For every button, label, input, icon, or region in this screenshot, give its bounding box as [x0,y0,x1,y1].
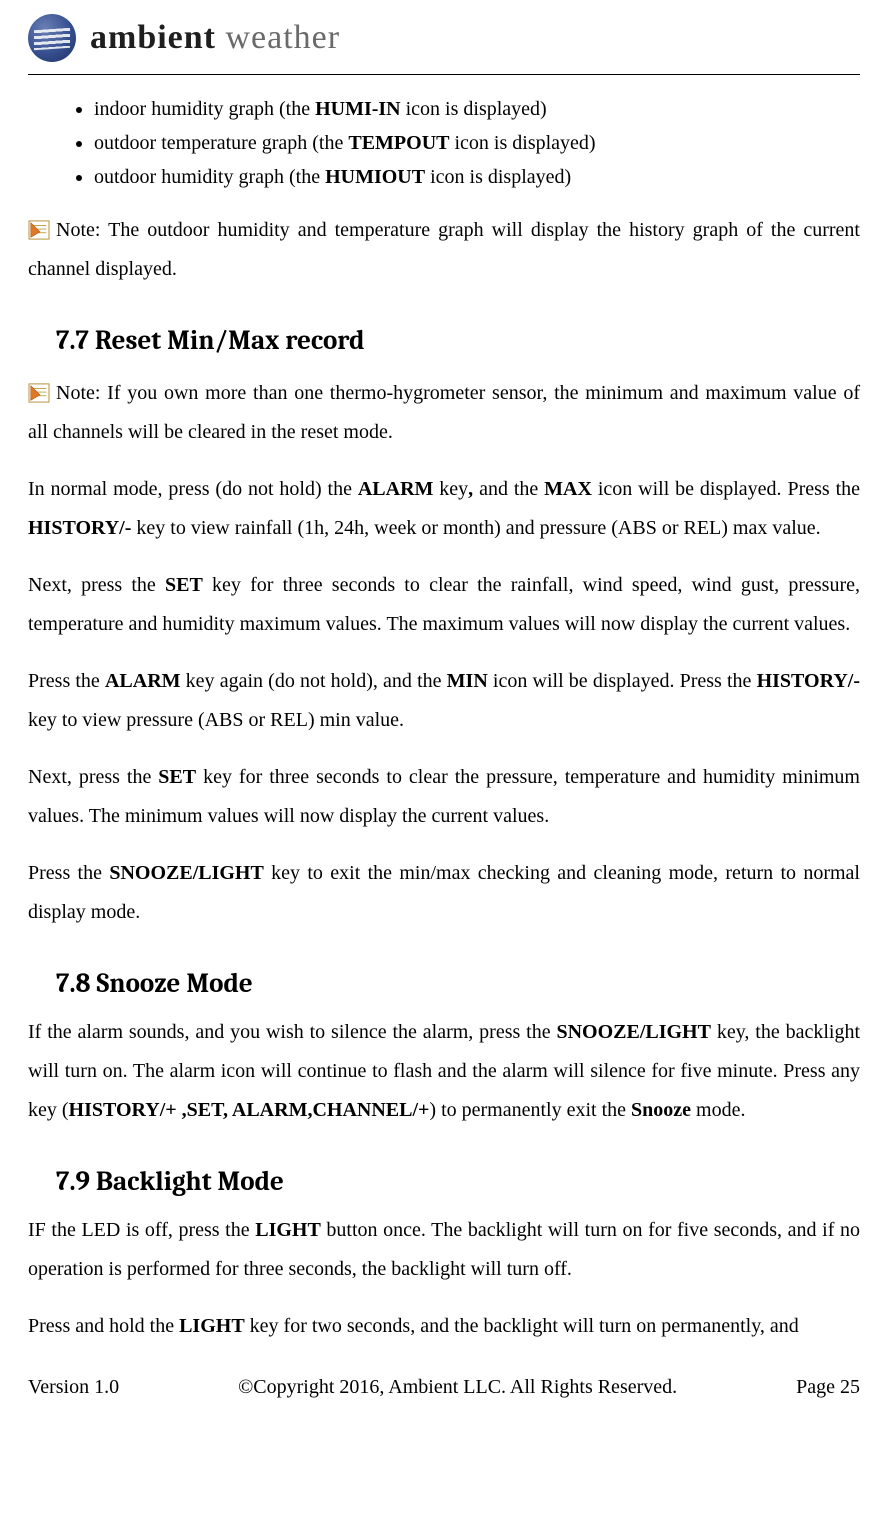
text: icon is displayed) [425,166,571,188]
text: icon is displayed) [449,132,595,154]
bold-text: MAX [544,478,592,500]
list-item: outdoor humidity graph (the HUMIOUT icon… [94,161,860,193]
bold-text: LIGHT [179,1315,245,1337]
body-paragraph: Press the SNOOZE/LIGHT key to exit the m… [28,854,860,932]
body-paragraph: Next, press the SET key for three second… [28,758,860,836]
page-num: 25 [840,1376,860,1398]
text: icon will be displayed. Press the [488,670,757,692]
text: and the [473,478,544,500]
list-item: outdoor temperature graph (the TEMPOUT i… [94,127,860,159]
section-heading-7-7: 7.7 Reset Min/Max record [28,325,860,356]
section-heading-7-8: 7.8 Snooze Mode [28,968,860,999]
version-text: Version 1.0 [28,1376,119,1399]
text: If the alarm sounds, and you wish to sil… [28,1021,556,1043]
text: outdoor temperature graph (the [94,132,348,154]
body-paragraph: Press and hold the LIGHT key for two sec… [28,1307,860,1346]
note-text: Note: The outdoor humidity and temperatu… [28,219,860,280]
text: outdoor humidity graph (the [94,166,325,188]
text: Press and hold the [28,1315,179,1337]
text: key for two seconds, and the backlight w… [245,1315,799,1337]
note-icon [28,378,50,398]
bold-text: MIN [447,670,488,692]
page-header: ambient weather [28,14,860,75]
text: key to view rainfall (1h, 24h, week or m… [131,517,820,539]
brand-bold: ambient [90,19,216,56]
page-label: Page [796,1376,840,1398]
bold-text: HISTORY/+ ,SET, ALARM,CHANNEL/+ [69,1099,430,1121]
bold-text: TEMPOUT [348,132,449,154]
note-icon [28,215,50,235]
text: Press the [28,862,109,884]
text: icon will be displayed. Press the [592,478,860,500]
body-paragraph: Next, press the SET key for three second… [28,566,860,644]
text: In normal mode, press (do not hold) the [28,478,358,500]
text: IF the LED is off, press the [28,1219,255,1241]
text: ) to permanently exit the [429,1099,631,1121]
section-heading-7-9: 7.9 Backlight Mode [28,1166,860,1197]
copyright-text: ©Copyright 2016, Ambient LLC. All Rights… [238,1376,677,1399]
note-paragraph: Note: The outdoor humidity and temperatu… [28,211,860,289]
page-number: Page 25 [796,1376,860,1399]
text: Next, press the [28,574,165,596]
bold-text: HUMIOUT [325,166,425,188]
bold-text: SET [158,766,196,788]
bold-text: Snooze [631,1099,691,1121]
bold-text: HISTORY/- [28,517,131,539]
text: Next, press the [28,766,158,788]
body-paragraph: If the alarm sounds, and you wish to sil… [28,1013,860,1130]
body-paragraph: In normal mode, press (do not hold) the … [28,470,860,548]
text: key to view pressure (ABS or REL) min va… [28,709,404,731]
body-paragraph: IF the LED is off, press the LIGHT butto… [28,1211,860,1289]
note-text: Note: If you own more than one thermo-hy… [28,382,860,443]
body-paragraph: Press the ALARM key again (do not hold),… [28,662,860,740]
bold-text: SNOOZE/LIGHT [556,1021,711,1043]
list-item: indoor humidity graph (the HUMI-IN icon … [94,93,860,125]
bold-text: SNOOZE/LIGHT [109,862,264,884]
bold-text: SET [165,574,203,596]
text: indoor humidity graph (the [94,98,315,120]
text: key again (do not hold), and the [181,670,447,692]
note-paragraph: Note: If you own more than one thermo-hy… [28,374,860,452]
graph-bullet-list: indoor humidity graph (the HUMI-IN icon … [28,93,860,193]
bold-text: LIGHT [255,1219,321,1241]
page-footer: Version 1.0 ©Copyright 2016, Ambient LLC… [28,1376,860,1399]
text: key [433,478,468,500]
text: icon is displayed) [401,98,547,120]
text: mode. [691,1099,745,1121]
text: Press the [28,670,105,692]
brand-logo-icon [28,14,76,62]
bold-text: HISTORY/- [757,670,860,692]
bold-text: ALARM [358,478,434,500]
bold-text: ALARM [105,670,181,692]
bold-text: HUMI-IN [315,98,401,120]
brand-light: weather [216,19,340,56]
brand-text: ambient weather [90,19,340,57]
